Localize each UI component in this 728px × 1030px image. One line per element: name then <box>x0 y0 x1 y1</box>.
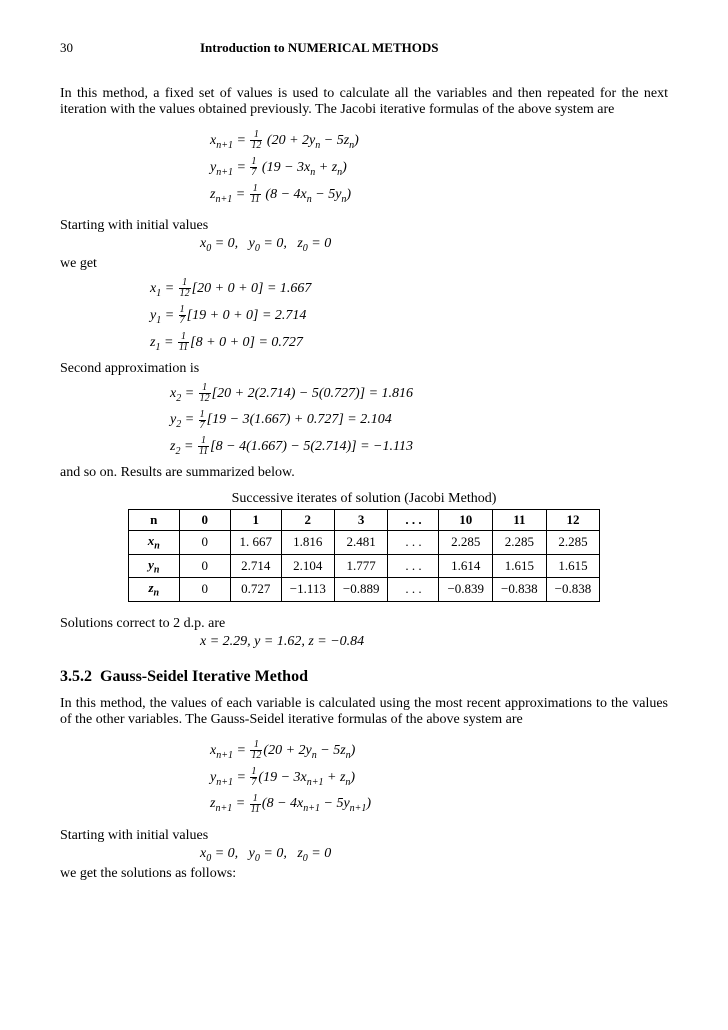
jacobi-z: zn+1 = 111 (8 − 4xn − 5yn) <box>210 182 668 209</box>
table-header-cell: n <box>128 509 179 530</box>
iterates-table: n0123. . .101112 xn01. 6671.8162.481. . … <box>128 509 600 602</box>
gs-y: yn+1 = 17(19 − 3xn+1 + zn) <box>210 765 668 792</box>
table-row-label: yn <box>128 554 179 578</box>
gs-z: zn+1 = 111(8 − 4xn+1 − 5yn+1) <box>210 791 668 818</box>
label-we-get-solutions: we get the solutions as follows: <box>60 866 668 882</box>
table-header-cell: . . . <box>388 509 439 530</box>
table-header-row: n0123. . .101112 <box>128 509 599 530</box>
table-cell: −0.838 <box>493 578 547 602</box>
iter2-z: z2 = 111[8 − 4(1.667) − 5(2.714)] = −1.1… <box>170 434 668 461</box>
table-row-label: xn <box>128 530 179 554</box>
table-header-cell: 1 <box>230 509 281 530</box>
section-title: Gauss-Seidel Iterative Method <box>100 668 308 685</box>
jacobi-formulas: xn+1 = 112 (20 + 2yn − 5zn) yn+1 = 17 (1… <box>210 128 668 208</box>
page-header: 30 Introduction to NUMERICAL METHODS <box>60 40 668 56</box>
iter1-y: y1 = 17[19 + 0 + 0] = 2.714 <box>150 303 668 330</box>
table-cell: 1.615 <box>493 554 547 578</box>
table-cell: 0 <box>179 578 230 602</box>
label-second-approx: Second approximation is <box>60 361 668 377</box>
table-cell: 2.481 <box>334 530 388 554</box>
table-header-cell: 11 <box>493 509 547 530</box>
table-cell: 2.285 <box>439 530 493 554</box>
table-cell: 2.104 <box>281 554 334 578</box>
table-header-cell: 3 <box>334 509 388 530</box>
table-header-cell: 0 <box>179 509 230 530</box>
table-cell: 2.285 <box>546 530 600 554</box>
table-cell: −1.113 <box>281 578 334 602</box>
jacobi-x: xn+1 = 112 (20 + 2yn − 5zn) <box>210 128 668 155</box>
initial-values: x0 = 0, y0 = 0, z0 = 0 <box>200 236 668 254</box>
iteration-2: x2 = 112[20 + 2(2.714) − 5(0.727)] = 1.8… <box>170 381 668 461</box>
gs-x: xn+1 = 112(20 + 2yn − 5zn) <box>210 738 668 765</box>
section-number: 3.5.2 <box>60 668 92 685</box>
table-cell: . . . <box>388 554 439 578</box>
label-initial-2: Starting with initial values <box>60 828 668 844</box>
table-cell: −0.889 <box>334 578 388 602</box>
table-cell: 1. 667 <box>230 530 281 554</box>
table-row-label: zn <box>128 578 179 602</box>
table-header-cell: 10 <box>439 509 493 530</box>
table-row: yn02.7142.1041.777. . .1.6141.6151.615 <box>128 554 599 578</box>
iter1-z: z1 = 111[8 + 0 + 0] = 0.727 <box>150 330 668 357</box>
iter1-x: x1 = 112[20 + 0 + 0] = 1.667 <box>150 276 668 303</box>
iter2-y: y2 = 17[19 − 3(1.667) + 0.727] = 2.104 <box>170 407 668 434</box>
solutions-values: x = 2.29, y = 1.62, z = −0.84 <box>200 634 668 650</box>
intro-paragraph: In this method, a fixed set of values is… <box>60 86 668 118</box>
iteration-1: x1 = 112[20 + 0 + 0] = 1.667 y1 = 17[19 … <box>150 276 668 356</box>
table-cell: 1.614 <box>439 554 493 578</box>
table-header-cell: 2 <box>281 509 334 530</box>
initial-values-2: x0 = 0, y0 = 0, z0 = 0 <box>200 846 668 864</box>
label-we-get: we get <box>60 256 668 272</box>
table-cell: 2.285 <box>493 530 547 554</box>
table-row: zn00.727−1.113−0.889. . .−0.839−0.838−0.… <box>128 578 599 602</box>
table-cell: −0.838 <box>546 578 600 602</box>
table-cell: . . . <box>388 530 439 554</box>
table-cell: 2.714 <box>230 554 281 578</box>
table-cell: . . . <box>388 578 439 602</box>
section-heading: 3.5.2 Gauss-Seidel Iterative Method <box>60 668 668 686</box>
table-cell: 0.727 <box>230 578 281 602</box>
table-cell: 0 <box>179 554 230 578</box>
jacobi-y: yn+1 = 17 (19 − 3xn + zn) <box>210 155 668 182</box>
gs-formulas: xn+1 = 112(20 + 2yn − 5zn) yn+1 = 17(19 … <box>210 738 668 818</box>
table-cell: 1.615 <box>546 554 600 578</box>
iter2-x: x2 = 112[20 + 2(2.714) − 5(0.727)] = 1.8… <box>170 381 668 408</box>
page-title: Introduction to NUMERICAL METHODS <box>200 40 438 56</box>
label-initial: Starting with initial values <box>60 218 668 234</box>
page-number: 30 <box>60 40 200 56</box>
label-and-so-on: and so on. Results are summarized below. <box>60 465 668 481</box>
table-cell: 0 <box>179 530 230 554</box>
table-cell: 1.777 <box>334 554 388 578</box>
table-cell: −0.839 <box>439 578 493 602</box>
table-caption: Successive iterates of solution (Jacobi … <box>60 491 668 507</box>
table-row: xn01. 6671.8162.481. . .2.2852.2852.285 <box>128 530 599 554</box>
table-header-cell: 12 <box>546 509 600 530</box>
table-cell: 1.816 <box>281 530 334 554</box>
label-solutions: Solutions correct to 2 d.p. are <box>60 616 668 632</box>
gauss-seidel-paragraph: In this method, the values of each varia… <box>60 696 668 728</box>
